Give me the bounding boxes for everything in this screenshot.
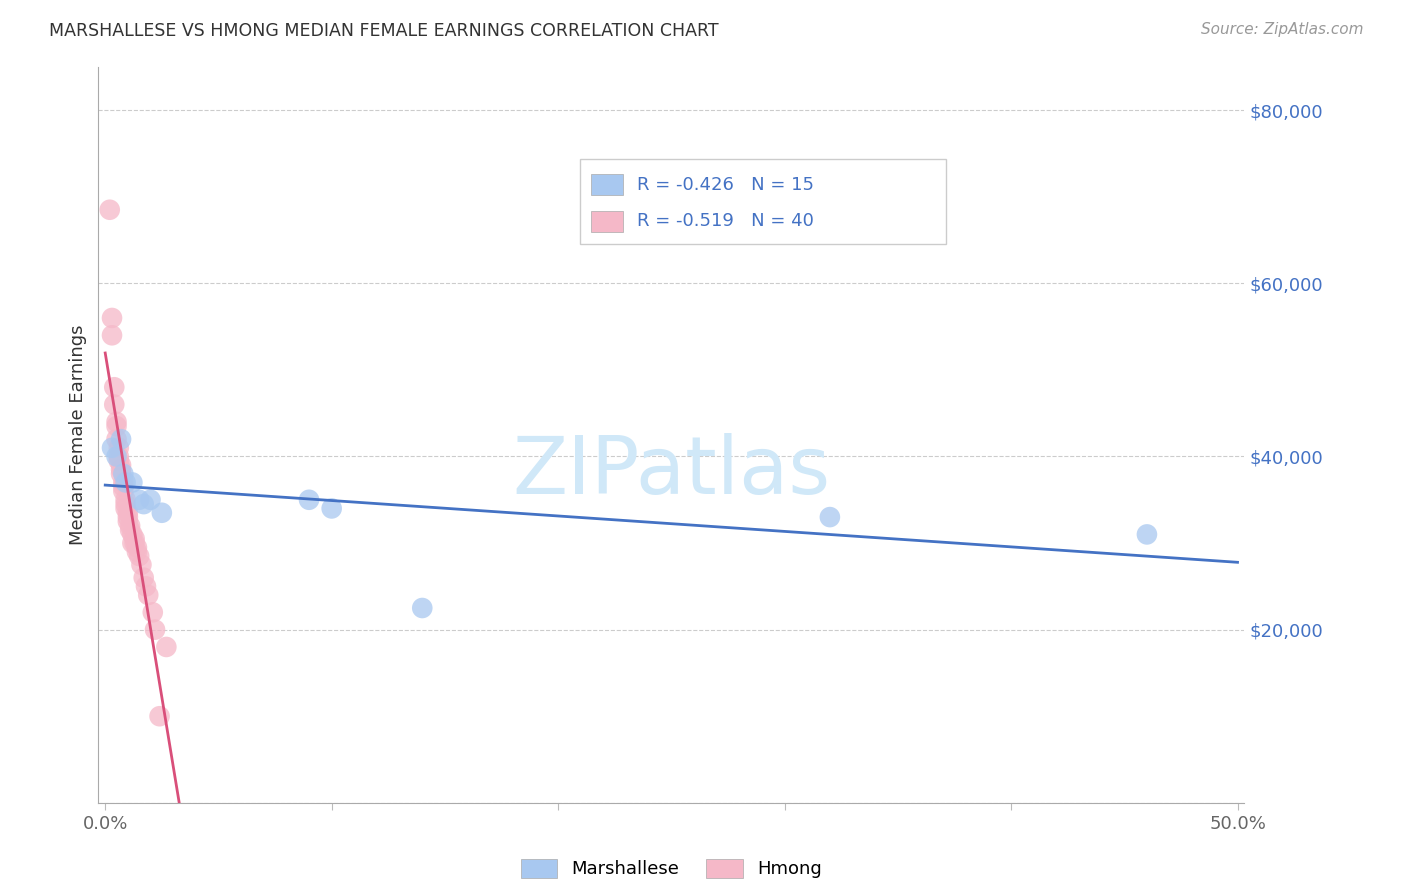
Point bbox=[103, 380, 125, 394]
Text: R = -0.426   N = 15: R = -0.426 N = 15 bbox=[637, 176, 814, 194]
Point bbox=[148, 709, 170, 723]
Point bbox=[112, 475, 135, 490]
Point bbox=[110, 458, 132, 472]
Point bbox=[124, 536, 146, 550]
Text: ZIPatlas: ZIPatlas bbox=[512, 433, 831, 510]
Point bbox=[114, 492, 136, 507]
Point bbox=[105, 419, 128, 434]
Point bbox=[321, 501, 343, 516]
Point bbox=[132, 497, 155, 511]
Point bbox=[155, 640, 177, 654]
Point bbox=[112, 484, 135, 499]
Point bbox=[101, 328, 124, 343]
FancyBboxPatch shape bbox=[591, 174, 623, 195]
Point bbox=[143, 623, 166, 637]
Point bbox=[114, 501, 136, 516]
Point bbox=[298, 492, 321, 507]
Point bbox=[128, 492, 150, 507]
Point bbox=[101, 310, 124, 325]
Point bbox=[128, 549, 150, 563]
Point bbox=[135, 579, 157, 593]
Point bbox=[114, 475, 136, 490]
FancyBboxPatch shape bbox=[579, 159, 946, 244]
Point bbox=[818, 510, 841, 524]
Point bbox=[411, 601, 433, 615]
Point bbox=[117, 510, 139, 524]
Y-axis label: Median Female Earnings: Median Female Earnings bbox=[69, 325, 87, 545]
Point bbox=[121, 475, 143, 490]
Point bbox=[139, 492, 162, 507]
Text: Source: ZipAtlas.com: Source: ZipAtlas.com bbox=[1201, 22, 1364, 37]
Point bbox=[120, 523, 142, 537]
Point bbox=[132, 571, 155, 585]
Legend: Marshallese, Hmong: Marshallese, Hmong bbox=[522, 859, 821, 879]
FancyBboxPatch shape bbox=[591, 211, 623, 232]
Point bbox=[98, 202, 121, 217]
Point bbox=[105, 432, 128, 446]
Point bbox=[142, 605, 165, 619]
Point bbox=[120, 518, 142, 533]
Point bbox=[112, 480, 135, 494]
Text: R = -0.519   N = 40: R = -0.519 N = 40 bbox=[637, 212, 814, 230]
Point bbox=[131, 558, 153, 572]
Point bbox=[103, 398, 125, 412]
Point bbox=[110, 432, 132, 446]
Point bbox=[121, 527, 143, 541]
Point bbox=[136, 588, 159, 602]
Point bbox=[107, 450, 129, 464]
Point bbox=[114, 497, 136, 511]
Point bbox=[107, 454, 129, 468]
Point bbox=[105, 415, 128, 429]
Point bbox=[105, 450, 128, 464]
Point bbox=[1136, 527, 1159, 541]
Point bbox=[124, 532, 146, 546]
Point bbox=[110, 462, 132, 476]
Point bbox=[101, 441, 124, 455]
Text: MARSHALLESE VS HMONG MEDIAN FEMALE EARNINGS CORRELATION CHART: MARSHALLESE VS HMONG MEDIAN FEMALE EARNI… bbox=[49, 22, 718, 40]
Point bbox=[107, 441, 129, 455]
Point bbox=[110, 467, 132, 481]
Point bbox=[117, 506, 139, 520]
Point bbox=[150, 506, 173, 520]
Point bbox=[117, 515, 139, 529]
Point bbox=[125, 541, 148, 555]
Point bbox=[125, 545, 148, 559]
Point bbox=[121, 536, 143, 550]
Point bbox=[112, 467, 135, 481]
